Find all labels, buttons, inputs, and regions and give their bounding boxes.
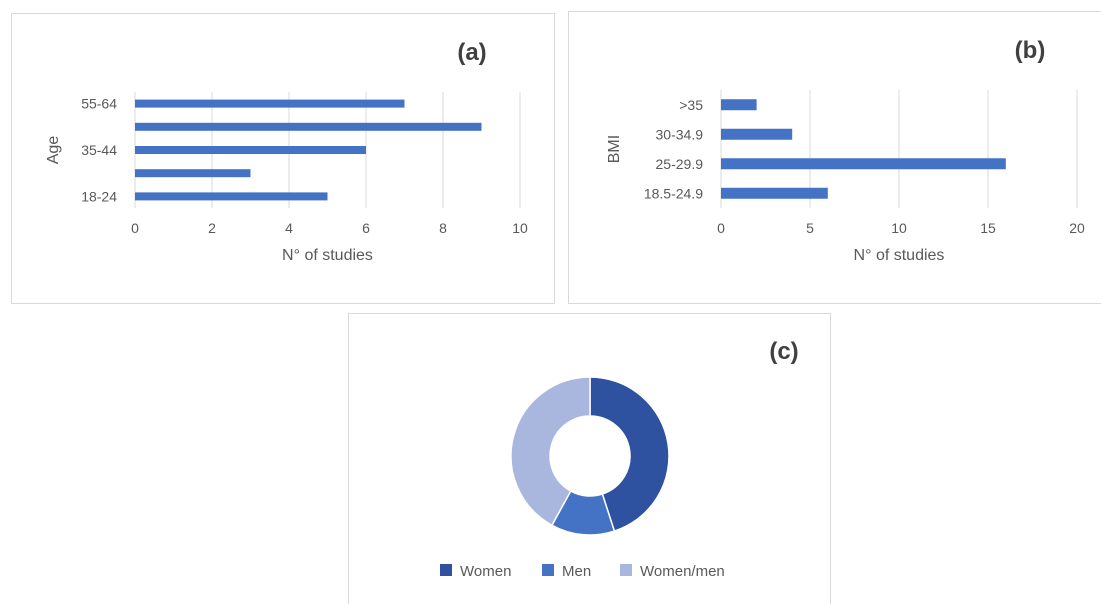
- gender-donut-chart: Women Men Women/men (c): [440, 338, 799, 580]
- category-label: 25-29.9: [656, 156, 704, 172]
- category-label: >35: [679, 97, 703, 113]
- legend-label: Women/men: [640, 563, 725, 580]
- legend-swatch: [440, 564, 452, 576]
- bmi-bar-chart: 18.5-24.9 25-29.9 30-34.9 >35 0 5 10 15 20 N° of …: [606, 37, 1085, 264]
- donut-slice: [510, 376, 591, 527]
- x-tick-label: 20: [1069, 220, 1085, 236]
- x-tick-label: 0: [131, 220, 139, 236]
- y-axis-title: BMI: [606, 135, 623, 163]
- x-tick-label: 2: [208, 220, 216, 236]
- y-axis-title: Age: [45, 136, 62, 165]
- category-label: 35-44: [81, 142, 117, 158]
- legend-label: Women: [460, 563, 511, 580]
- bar: [721, 187, 828, 199]
- bar: [721, 158, 1006, 170]
- bar: [135, 192, 328, 201]
- category-label: 30-34.9: [656, 126, 704, 142]
- bar: [135, 146, 366, 154]
- x-tick-label: 8: [439, 220, 447, 236]
- bar: [135, 169, 251, 178]
- legend-label: Men: [562, 563, 591, 580]
- category-label: 55-64: [81, 96, 117, 112]
- legend-swatch: [542, 564, 554, 576]
- x-tick-label: 15: [980, 220, 996, 236]
- category-label: 18.5-24.9: [644, 185, 703, 201]
- bar: [135, 122, 482, 131]
- chart-panel-bmi: 18.5-24.9 25-29.9 30-34.9 >35 0 5 10 15 20 N° of …: [568, 11, 1101, 304]
- bar: [135, 99, 405, 108]
- chart-panel-age: 18-24 35-44 55-64 0 2 4 6 8 10 N° of studies Age (a…: [11, 13, 555, 304]
- panel-label: (b): [1015, 37, 1046, 64]
- x-tick-label: 0: [717, 220, 725, 236]
- x-tick-label: 4: [285, 220, 293, 236]
- donut-slice: [589, 376, 670, 533]
- bar: [721, 99, 757, 111]
- x-tick-label: 5: [806, 220, 814, 236]
- x-tick-label: 10: [891, 220, 907, 236]
- x-tick-label: 6: [362, 220, 370, 236]
- age-bar-chart: 18-24 35-44 55-64 0 2 4 6 8 10 N° of studies Age (a…: [45, 39, 528, 264]
- legend-swatch: [620, 564, 632, 576]
- category-label: 18-24: [81, 188, 117, 204]
- bar: [721, 128, 793, 140]
- x-axis-title: N° of studies: [282, 247, 373, 264]
- x-axis-title: N° of studies: [854, 247, 945, 264]
- chart-panel-gender: Women Men Women/men (c): [348, 313, 831, 604]
- panel-label: (c): [769, 338, 798, 365]
- panel-label: (a): [457, 39, 486, 66]
- x-tick-label: 10: [512, 220, 528, 236]
